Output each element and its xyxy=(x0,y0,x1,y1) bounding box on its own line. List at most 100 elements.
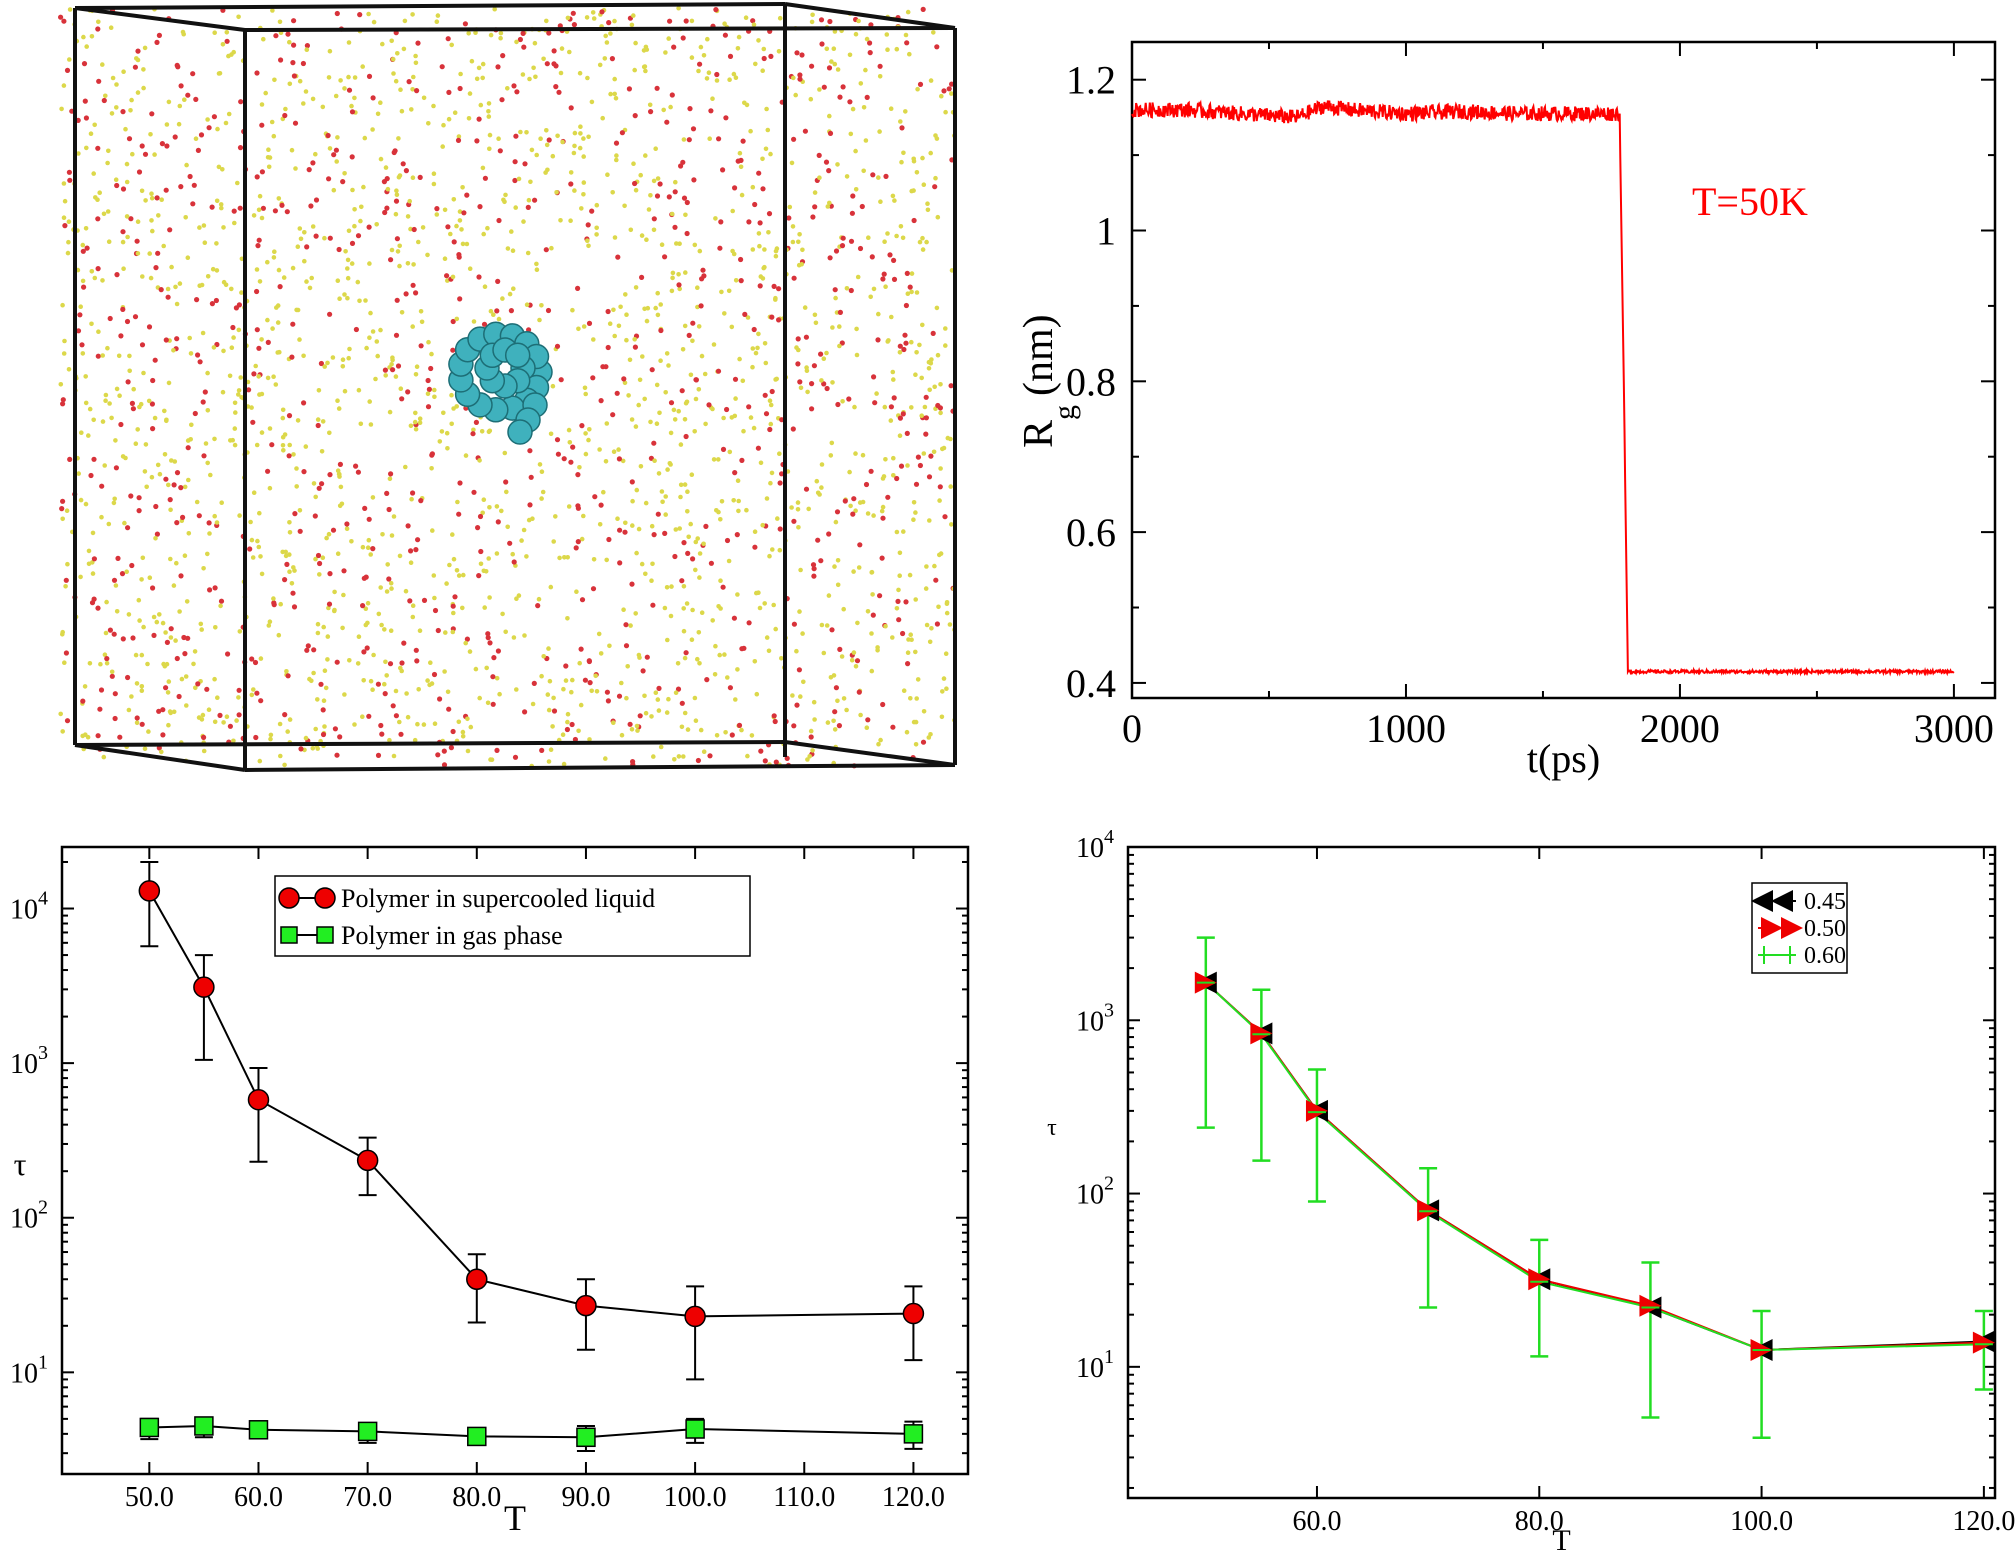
solvent-atom-yellow xyxy=(335,551,341,556)
solvent-atom-yellow xyxy=(753,350,759,356)
solvent-atom-yellow xyxy=(315,630,321,636)
solvent-atom-red xyxy=(132,314,139,320)
solvent-atom-yellow xyxy=(143,198,148,203)
solvent-atom-yellow xyxy=(473,666,479,672)
solvent-atom-yellow xyxy=(741,428,746,434)
solvent-atom-red xyxy=(684,230,690,237)
solvent-atom-yellow xyxy=(268,736,273,742)
solvent-atom-yellow xyxy=(160,620,166,626)
solvent-atom-red xyxy=(718,219,724,225)
solvent-atom-yellow xyxy=(218,202,224,207)
solvent-atom-yellow xyxy=(155,462,161,468)
solvent-atom-yellow xyxy=(661,107,666,113)
solvent-atom-yellow xyxy=(141,67,146,72)
solvent-atom-red xyxy=(616,693,623,699)
solvent-atom-yellow xyxy=(198,621,204,627)
solvent-atom-red xyxy=(589,208,595,214)
solvent-atom-red xyxy=(622,529,628,535)
solvent-atom-yellow xyxy=(648,193,653,198)
solvent-atom-red xyxy=(899,125,905,131)
solvent-atom-yellow xyxy=(310,224,316,229)
solvent-atom-yellow xyxy=(688,521,693,527)
solvent-atom-yellow xyxy=(450,274,456,280)
solvent-atom-yellow xyxy=(221,720,226,725)
solvent-atom-red xyxy=(836,723,843,729)
solvent-atom-yellow xyxy=(135,57,141,63)
solvent-atom-red xyxy=(627,721,633,727)
solvent-atom-yellow xyxy=(304,279,309,284)
solvent-atom-yellow xyxy=(682,482,688,487)
solvent-atom-yellow xyxy=(825,204,831,209)
solvent-atom-yellow xyxy=(763,146,769,152)
solvent-atom-yellow xyxy=(147,575,153,580)
solvent-atom-yellow xyxy=(849,657,855,663)
solvent-atom-red xyxy=(570,444,576,450)
solvent-atom-red xyxy=(837,309,844,315)
solvent-atom-yellow xyxy=(76,471,81,476)
solvent-atom-yellow xyxy=(664,351,670,356)
solvent-atom-yellow xyxy=(948,484,953,489)
solvent-atom-red xyxy=(452,594,458,600)
solvent-atom-red xyxy=(840,235,846,241)
solvent-atom-yellow xyxy=(287,442,293,448)
solvent-atom-red xyxy=(809,406,815,412)
solvent-atom-yellow xyxy=(303,89,309,94)
solvent-atom-yellow xyxy=(913,649,918,655)
solvent-atom-yellow xyxy=(409,496,414,502)
solvent-atom-red xyxy=(259,122,265,128)
solvent-atom-red xyxy=(284,209,290,215)
solvent-atom-red xyxy=(370,95,376,101)
solvent-atom-red xyxy=(99,483,105,489)
solvent-atom-yellow xyxy=(102,652,108,657)
solvent-atom-yellow xyxy=(128,108,133,113)
solvent-atom-yellow xyxy=(322,724,327,729)
solvent-atom-yellow xyxy=(417,628,423,633)
solvent-atom-red xyxy=(556,89,562,95)
solvent-atom-yellow xyxy=(322,235,327,241)
solvent-atom-red xyxy=(259,169,265,175)
solvent-atom-red xyxy=(681,195,688,201)
solvent-atom-yellow xyxy=(389,586,394,591)
solvent-atom-red xyxy=(445,36,451,42)
solvent-atom-yellow xyxy=(326,75,332,80)
solvent-atom-yellow xyxy=(660,499,665,505)
solvent-atom-yellow xyxy=(338,484,344,490)
solvent-atom-yellow xyxy=(756,231,762,236)
solvent-atom-yellow xyxy=(448,231,453,237)
solvent-atom-yellow xyxy=(480,510,486,516)
solvent-atom-red xyxy=(284,561,290,568)
box-edge xyxy=(74,743,246,772)
solvent-atom-yellow xyxy=(586,437,591,443)
solvent-atom-yellow xyxy=(844,286,850,291)
solvent-atom-red xyxy=(337,461,343,467)
solvent-atom-yellow xyxy=(171,583,177,588)
solvent-atom-red xyxy=(913,481,920,487)
solvent-atom-yellow xyxy=(537,462,543,467)
solvent-atom-yellow xyxy=(110,75,116,81)
solvent-atom-red xyxy=(357,12,363,18)
solvent-atom-red xyxy=(877,63,883,69)
y-tick-label: 102 xyxy=(1076,1173,1114,1211)
solvent-atom-yellow xyxy=(676,754,682,759)
solvent-atom-yellow xyxy=(689,637,695,642)
solvent-atom-red xyxy=(811,573,817,579)
solvent-atom-yellow xyxy=(271,133,277,139)
solvent-atom-red xyxy=(568,459,574,465)
solvent-atom-yellow xyxy=(326,605,331,611)
solvent-atom-red xyxy=(571,22,578,28)
solvent-atom-yellow xyxy=(637,655,642,660)
solvent-atom-yellow xyxy=(878,199,883,204)
series-line xyxy=(148,890,914,1318)
solvent-atom-red xyxy=(153,265,159,271)
solvent-atom-red xyxy=(683,433,689,440)
solvent-atom-yellow xyxy=(605,172,610,177)
solvent-atom-red xyxy=(196,513,202,519)
solvent-atom-yellow xyxy=(356,634,362,639)
solvent-atom-yellow xyxy=(127,368,132,374)
y-tick-base: 10 xyxy=(10,1049,38,1080)
solvent-atom-yellow xyxy=(944,600,950,605)
solvent-atom-yellow xyxy=(215,695,220,700)
solvent-atom-yellow xyxy=(309,678,314,684)
solvent-atom-yellow xyxy=(553,514,558,519)
box-edge xyxy=(74,2,786,10)
